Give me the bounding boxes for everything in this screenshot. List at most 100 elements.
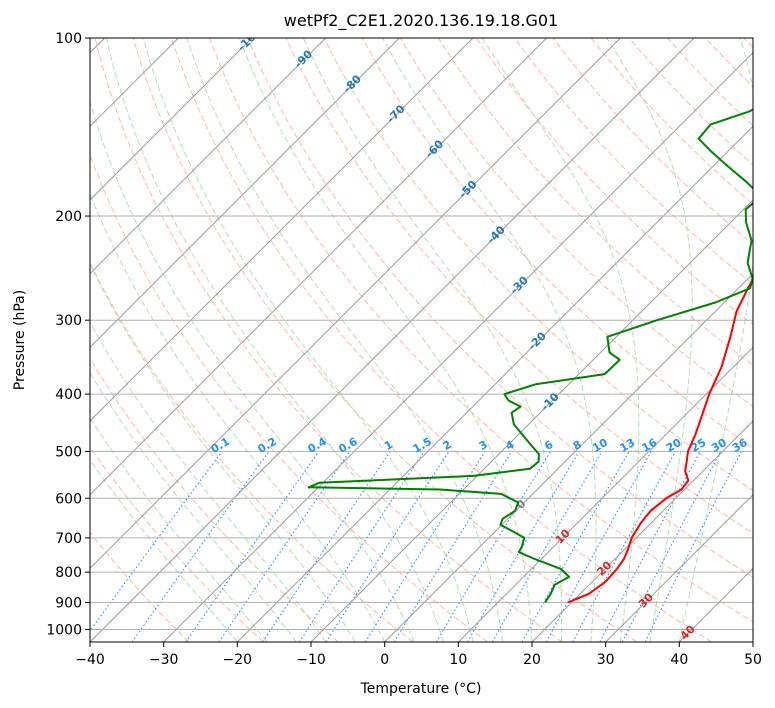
background-lines (90, 38, 753, 642)
isotherm-label: -90 (292, 47, 315, 70)
x-tick-label: 50 (744, 652, 762, 668)
isotherm-label: 30 (636, 590, 656, 610)
isotherm-line (531, 420, 753, 642)
moist-adiabat (302, 38, 563, 642)
moist-adiabat (142, 38, 474, 642)
mixing-ratio-label: 6 (542, 438, 555, 453)
mixing-ratio-label: 3 (477, 438, 490, 453)
moist-adiabat (678, 38, 753, 642)
temperature-line (567, 272, 753, 604)
isotherm-line (90, 38, 474, 422)
dry-adiabat (90, 261, 414, 642)
isotherm-line (90, 38, 548, 496)
y-tick-label: 500 (55, 444, 82, 460)
moist-adiabat (481, 38, 640, 642)
moist-adiabat (606, 38, 693, 642)
isotherm-line (163, 51, 753, 642)
isotherm-line (90, 38, 253, 201)
dry-adiabat (705, 38, 753, 88)
mixing-ratio-label: 36 (730, 436, 750, 455)
dry-adiabat (437, 38, 753, 366)
dry-adiabat (247, 38, 753, 578)
mixing-ratio-label: 2 (441, 438, 454, 453)
mixing-ratio-label: 13 (618, 436, 638, 455)
mixing-ratio-label: 1.5 (411, 435, 434, 456)
x-tick-label: 10 (449, 652, 467, 668)
moist-adiabat (186, 38, 503, 642)
y-tick-label: 400 (55, 387, 82, 403)
y-tick-label: 200 (55, 209, 82, 225)
y-tick-label: 600 (55, 491, 82, 507)
moist-adiabat (90, 459, 238, 642)
dry-adiabat (90, 446, 264, 642)
isotherm-line (90, 38, 621, 570)
mixing-ratio-label: 0.4 (306, 435, 330, 456)
isotherm-line (752, 641, 753, 642)
y-axis-label: Pressure (hPa) (12, 290, 28, 390)
isotherm-label: -40 (485, 223, 508, 246)
dry-adiabat (94, 38, 563, 642)
x-tick-label: −20 (223, 652, 253, 668)
dry-adiabat (399, 38, 753, 408)
mixing-ratio-line (131, 451, 270, 642)
sounding-series (307, 108, 753, 604)
isotherm-line (90, 38, 400, 349)
moist-adiabat (105, 38, 445, 642)
moist-adiabat (90, 417, 268, 642)
dry-adiabat (552, 38, 753, 245)
dry-adiabat (90, 153, 488, 642)
mixing-ratio-label: 0.1 (209, 435, 232, 456)
plot-frame (89, 37, 754, 643)
mixing-ratio-line (364, 451, 486, 642)
x-tick-label: 20 (523, 652, 541, 668)
dry-adiabat (476, 38, 753, 326)
isotherm-label: -20 (526, 329, 549, 352)
dry-adiabat (132, 38, 638, 642)
dry-adiabat (590, 38, 753, 206)
isotherm-label: -10 (538, 390, 561, 413)
isotherm-label: -60 (423, 137, 446, 160)
y-axis-ticks: 1000 900 800 700 600 500 400 300 200 100 (46, 31, 90, 638)
dewpoint-line (307, 108, 753, 603)
isotherm-line (384, 272, 753, 642)
moist-adiabat (382, 38, 597, 642)
y-tick-label: 1000 (46, 622, 82, 638)
x-tick-label: −10 (296, 652, 326, 668)
isotherm-label: -70 (384, 102, 407, 125)
moist-adiabat (90, 262, 356, 642)
mixing-ratio-line (467, 451, 580, 642)
x-tick-label: −30 (149, 652, 179, 668)
mixing-ratio-line (545, 451, 652, 642)
mixing-ratio-line (572, 451, 676, 642)
mixing-ratio-line (491, 451, 603, 642)
mixing-ratio-label: 4 (503, 438, 516, 453)
x-tick-label: 30 (597, 652, 615, 668)
y-tick-label: 300 (55, 313, 82, 329)
isotherm-label: 40 (678, 622, 698, 642)
isotherm-line (236, 125, 753, 642)
moist-adiabat (90, 192, 386, 642)
mixing-ratio-line (521, 451, 630, 642)
moist-adiabat (238, 38, 533, 642)
mixing-ratio-label: 30 (709, 436, 729, 455)
isotherm-label: -50 (456, 178, 479, 201)
x-axis-ticks: −40 −30 −20 −10 0 10 20 30 40 50 (75, 642, 762, 668)
mixing-ratio-label: 16 (640, 436, 660, 455)
dry-adiabat (323, 38, 753, 492)
y-tick-label: 100 (55, 31, 82, 47)
x-tick-label: 40 (670, 652, 688, 668)
dry-adiabat (743, 38, 753, 49)
y-tick-label: 800 (55, 565, 82, 581)
y-tick-label: 700 (55, 531, 82, 547)
mixing-ratio-line (393, 451, 513, 642)
dry-adiabat (90, 531, 190, 642)
isotherm-line (457, 346, 753, 642)
mixing-ratio-line (325, 451, 450, 642)
dry-adiabat (90, 357, 339, 642)
isotherm-label: -30 (508, 274, 531, 297)
grid (90, 38, 753, 642)
moist-adiabat (90, 371, 297, 642)
x-axis-label: Temperature (°C) (360, 681, 482, 697)
isotherm-line (310, 199, 753, 642)
